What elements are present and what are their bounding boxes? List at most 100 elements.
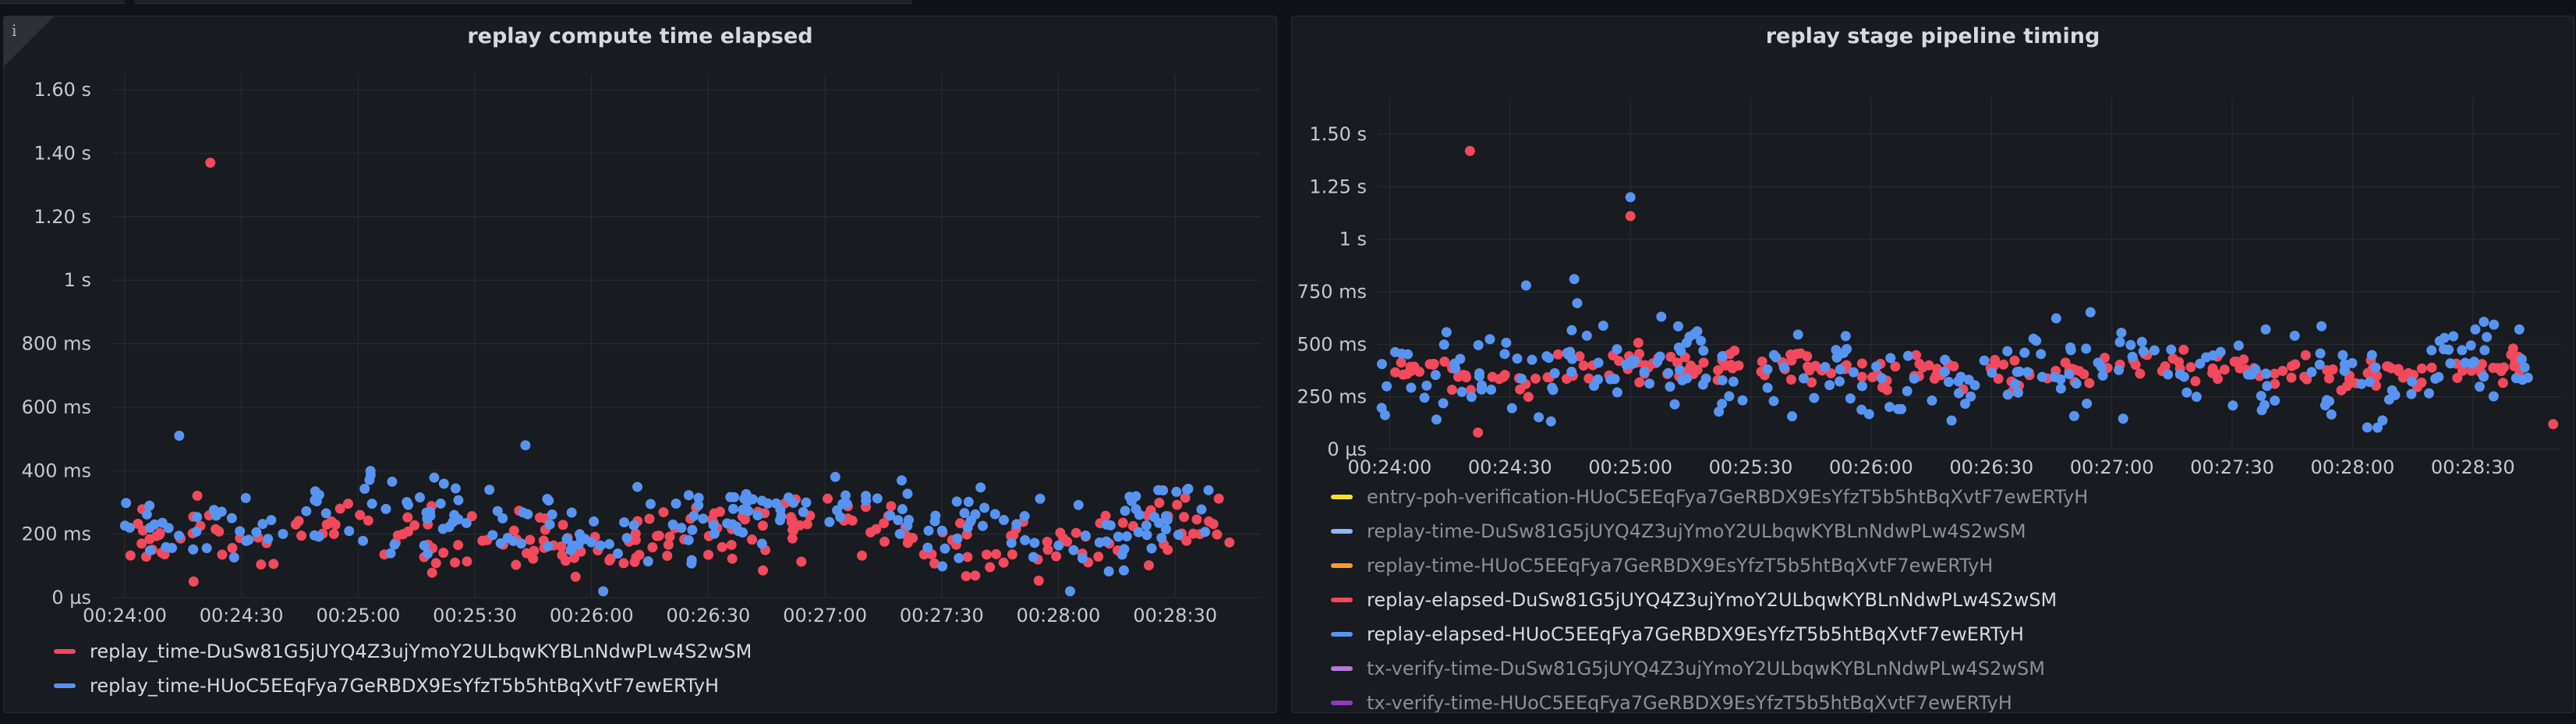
data-point[interactable] <box>2233 340 2244 351</box>
data-point[interactable] <box>508 525 519 536</box>
data-point[interactable] <box>798 506 809 517</box>
legend-item[interactable]: tx-verify-time-HUoC5EEqFya7GeRBDX9EsYfzT… <box>1331 689 2012 712</box>
data-point[interactable] <box>310 486 320 497</box>
data-point[interactable] <box>2519 362 2530 373</box>
data-point[interactable] <box>423 548 433 559</box>
data-point[interactable] <box>1473 427 1484 438</box>
data-point[interactable] <box>1438 339 1449 350</box>
data-point[interactable] <box>1439 357 1450 367</box>
data-point[interactable] <box>1173 530 1184 541</box>
data-point[interactable] <box>1787 411 1798 422</box>
data-point[interactable] <box>603 538 614 549</box>
data-point[interactable] <box>1512 353 1523 364</box>
data-point[interactable] <box>2036 371 2047 382</box>
data-point[interactable] <box>2084 378 2095 389</box>
data-point[interactable] <box>2270 396 2281 406</box>
data-point[interactable] <box>1612 387 1622 398</box>
data-point[interactable] <box>1113 531 1123 542</box>
data-point[interactable] <box>727 553 738 564</box>
data-point[interactable] <box>662 550 673 561</box>
data-point[interactable] <box>1698 346 1709 357</box>
data-point[interactable] <box>2286 372 2297 383</box>
data-point[interactable] <box>936 525 947 536</box>
data-point[interactable] <box>923 525 934 536</box>
data-point[interactable] <box>1008 530 1019 541</box>
data-point[interactable] <box>1979 355 1990 366</box>
data-point[interactable] <box>1042 545 1053 555</box>
data-point[interactable] <box>145 523 156 534</box>
data-point[interactable] <box>1728 376 1739 387</box>
data-point[interactable] <box>840 490 851 501</box>
data-point[interactable] <box>1757 356 1767 367</box>
data-point[interactable] <box>1548 385 1559 396</box>
data-point[interactable] <box>1834 376 1845 387</box>
data-point[interactable] <box>783 492 794 503</box>
data-point[interactable] <box>1499 349 1510 360</box>
data-point[interactable] <box>484 484 495 495</box>
data-point[interactable] <box>1809 392 1820 403</box>
data-point[interactable] <box>2127 351 2138 362</box>
data-point[interactable] <box>1876 372 1887 383</box>
data-point[interactable] <box>208 505 219 516</box>
data-point[interactable] <box>1593 357 1604 368</box>
data-point[interactable] <box>2270 378 2281 389</box>
data-point[interactable] <box>2009 355 2020 366</box>
data-point[interactable] <box>977 520 988 531</box>
data-point[interactable] <box>2489 319 2500 330</box>
data-point[interactable] <box>902 488 913 499</box>
data-point[interactable] <box>2430 373 2441 384</box>
data-point[interactable] <box>2406 389 2417 399</box>
data-point[interactable] <box>1884 402 1895 413</box>
data-point[interactable] <box>1523 392 1534 403</box>
data-point[interactable] <box>658 507 669 518</box>
data-point[interactable] <box>310 495 320 506</box>
data-point[interactable] <box>1802 351 1813 362</box>
data-point[interactable] <box>2479 345 2490 356</box>
data-point[interactable] <box>425 510 436 521</box>
data-point[interactable] <box>832 505 843 516</box>
data-point[interactable] <box>1856 371 1867 382</box>
data-point[interactable] <box>2300 350 2311 360</box>
data-point[interactable] <box>1053 540 1064 551</box>
data-point[interactable] <box>1835 364 1845 374</box>
data-point[interactable] <box>686 555 697 566</box>
data-point[interactable] <box>320 508 331 519</box>
data-point[interactable] <box>1396 357 1407 368</box>
data-point[interactable] <box>2149 345 2160 356</box>
data-point[interactable] <box>2336 385 2347 396</box>
data-point[interactable] <box>1785 374 1796 385</box>
data-point[interactable] <box>1200 527 1211 538</box>
data-point[interactable] <box>301 506 312 516</box>
data-point[interactable] <box>687 524 698 535</box>
data-point[interactable] <box>1634 377 1645 388</box>
data-point[interactable] <box>544 519 555 530</box>
data-point[interactable] <box>1134 509 1145 520</box>
data-point[interactable] <box>676 523 687 534</box>
data-point[interactable] <box>1101 536 1112 547</box>
data-point[interactable] <box>1885 353 1896 364</box>
data-point[interactable] <box>2356 378 2367 389</box>
data-point[interactable] <box>268 559 279 570</box>
data-point[interactable] <box>450 483 461 494</box>
data-point[interactable] <box>1419 392 1430 403</box>
data-point[interactable] <box>2065 345 2076 356</box>
data-point[interactable] <box>497 513 508 523</box>
data-point[interactable] <box>1042 537 1053 548</box>
data-point[interactable] <box>1717 399 1728 410</box>
data-point[interactable] <box>1430 370 1441 381</box>
data-point[interactable] <box>1717 374 1728 385</box>
data-point[interactable] <box>2207 363 2218 374</box>
data-point[interactable] <box>1856 381 1867 392</box>
data-point[interactable] <box>647 541 658 552</box>
data-point[interactable] <box>962 552 973 563</box>
data-point[interactable] <box>251 527 262 538</box>
data-point[interactable] <box>1848 367 1859 378</box>
data-point[interactable] <box>1146 543 1157 554</box>
data-point[interactable] <box>1669 399 1680 410</box>
data-point[interactable] <box>1733 360 1744 371</box>
data-point[interactable] <box>1824 380 1835 391</box>
data-point[interactable] <box>141 509 152 520</box>
data-point[interactable] <box>1534 412 1545 423</box>
data-point[interactable] <box>2028 333 2039 344</box>
data-point[interactable] <box>1120 506 1131 516</box>
